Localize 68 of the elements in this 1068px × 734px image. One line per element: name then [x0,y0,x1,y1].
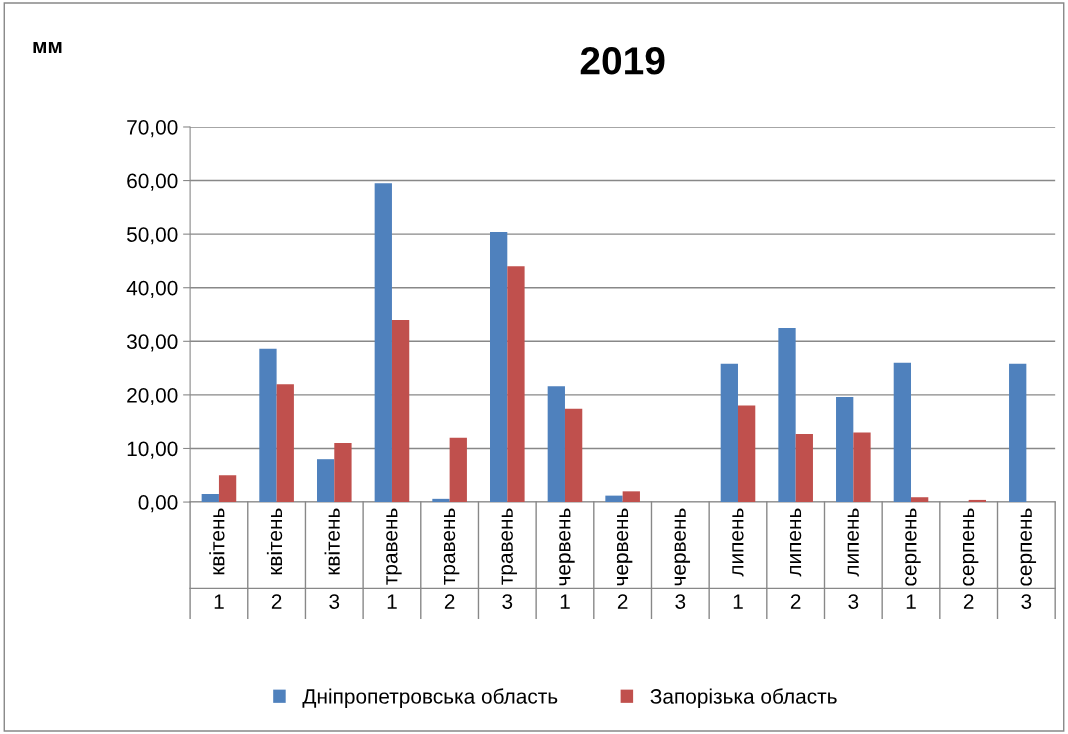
category-label: 1 [214,594,224,609]
legend-label: Дніпропетровська область [302,688,558,708]
bar [720,363,738,503]
bar [490,232,508,503]
category-label: 2 [444,594,455,609]
legend-label: Запорізька область [650,688,837,708]
category-label: 2 [963,594,974,609]
category-label: червень [616,508,633,586]
category-label: серпень [962,508,979,586]
y-tick-label: 30,00 [126,334,178,352]
bar [449,437,467,503]
category-label: 2 [790,594,801,609]
category-label: квітень [324,508,340,575]
category-label: 2 [271,594,282,609]
bar [259,348,277,503]
category-label: 1 [560,594,570,609]
category-label: 3 [1021,594,1032,609]
chart-title: 2019 [580,47,665,75]
y-tick-label: 40,00 [126,280,178,298]
bar [218,475,237,503]
bar [968,499,986,503]
y-tick-label: 70,00 [127,119,178,138]
category-label: 1 [387,594,397,609]
category-label: липень [847,508,859,577]
bar [507,266,525,503]
bar [836,397,854,503]
bar [334,443,352,503]
category-label: 1 [906,594,916,609]
y-axis-title: мм [33,42,62,54]
category-label: травень [501,508,518,585]
bar [276,384,294,503]
y-tick-label: 0,00 [138,495,178,513]
y-tick-label: 10,00 [127,441,178,459]
bar [201,494,219,503]
bar [778,327,796,503]
category-label: червень [559,508,575,586]
bar [432,498,450,503]
category-label: червень [674,508,691,586]
category-label: квітень [266,508,283,575]
bar [853,432,871,503]
bar [391,319,410,503]
category-label: 3 [675,594,686,609]
category-label: 1 [733,594,743,609]
category-label: липень [732,508,744,577]
category-label: 2 [617,594,628,609]
category-label: липень [789,508,802,577]
bar [1009,363,1027,503]
category-label: серпень [905,508,921,586]
category-label: 3 [848,594,859,609]
bar [564,408,583,503]
category-label: травень [386,508,402,585]
bar [605,495,623,503]
bar [547,386,565,503]
bar [374,183,392,503]
bar [316,459,335,503]
category-label: 3 [502,594,513,609]
category-label: квітень [209,508,225,575]
bar [893,362,911,503]
y-tick-label: 60,00 [127,173,178,191]
bar [911,497,929,503]
bar [622,491,640,503]
y-tick-label: 20,00 [127,387,178,406]
bar [795,434,813,503]
category-label: серпень [1020,508,1037,586]
category-label: травень [443,508,460,585]
y-tick-label: 50,00 [127,227,178,245]
category-label: 3 [329,594,340,609]
bar [737,405,756,503]
